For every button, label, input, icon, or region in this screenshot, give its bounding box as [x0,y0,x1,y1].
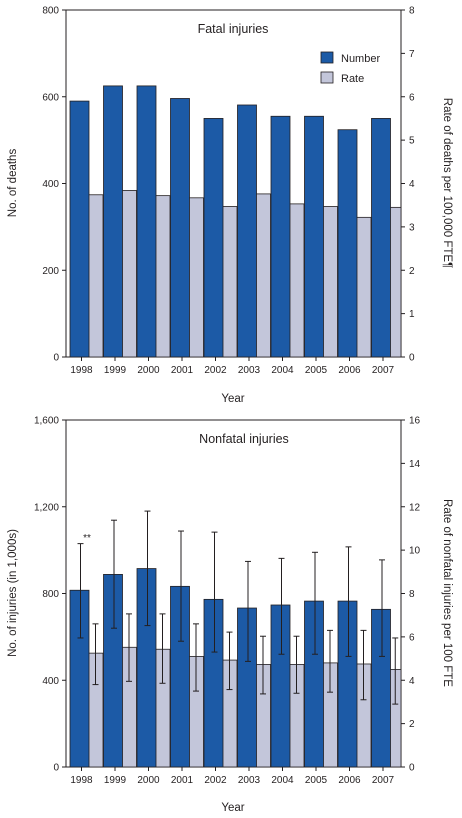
left-tick-label: 800 [42,6,59,17]
left-tick-label: 600 [42,92,59,103]
number-bar-2000 [136,85,157,358]
number-bar-2004 [270,115,291,358]
x-tick-label-2000: 2000 [137,365,160,376]
legend-number-label: Number [341,53,380,65]
fatal-injuries-chart: Fatal injuries 0 200 400 600 800 0 1 2 3 4 5 6 7 8 1… [7,6,453,406]
x-tick-label-2006: 2006 [338,775,361,786]
nonfatal-right-axis: 0 2 4 6 8 10 12 14 16 [401,416,421,774]
number-bar-2007 [371,118,391,358]
x-tick-label-2002: 2002 [204,775,227,786]
legend-rate-label: Rate [341,73,364,85]
fatal-bars [69,85,402,358]
right-tick-label: 6 [409,632,415,643]
fatal-right-axis-title: Rate of deaths per 100,000 FTE¶ [441,98,453,268]
right-tick-label: 7 [409,49,415,60]
x-tick-label-2006: 2006 [338,365,361,376]
right-tick-label: 6 [409,92,415,103]
left-tick-label: 1,200 [34,502,59,513]
x-tick-label-2004: 2004 [271,775,294,786]
number-bar-1999 [103,85,123,358]
fatal-x-axis-title: Year [221,393,244,405]
right-tick-label: 8 [409,6,415,17]
nonfatal-error-bars [77,510,399,705]
x-tick-label-2001: 2001 [171,775,194,786]
right-tick-label: 3 [409,222,415,233]
fatal-legend: Number Rate [320,51,380,85]
number-bar-2002 [203,598,224,768]
right-tick-label: 0 [409,353,415,364]
number-bar-2005 [304,115,324,358]
nonfatal-annotation: ** [83,533,91,544]
number-bar-2001 [170,98,190,358]
nonfatal-injuries-chart: Nonfatal injuries 0 400 800 1,200 1,600 0 2 4 6… [7,416,453,815]
right-tick-label: 4 [409,676,415,687]
nonfatal-x-axis-title: Year [221,802,244,814]
fatal-y-axis-title: No. of deaths [7,149,19,218]
x-tick-label-2001: 2001 [171,365,194,376]
x-tick-label-2007: 2007 [372,775,395,786]
number-bar-1998 [69,100,90,358]
fatal-x-axis: 1998 1999 2000 2001 2002 2003 2004 2005 2006 2007 [70,357,395,376]
nonfatal-left-axis: 0 400 800 1,200 1,600 [34,416,66,774]
right-tick-label: 1 [409,309,415,320]
x-tick-label-2003: 2003 [238,775,261,786]
number-bar-2006 [337,129,358,358]
number-bar-2005 [304,600,324,768]
x-tick-label-1998: 1998 [70,365,93,376]
fatal-left-axis: 0 200 400 600 800 [42,6,66,364]
legend-rate-swatch [320,71,334,84]
right-tick-label: 16 [409,416,421,427]
left-tick-label: 0 [53,763,59,774]
number-bar-2000 [136,568,157,768]
number-bar-1999 [103,574,123,768]
right-tick-label: 10 [409,546,421,557]
number-bar-2002 [203,118,224,358]
left-tick-label: 400 [42,179,59,190]
right-tick-label: 4 [409,179,415,190]
fatal-right-axis: 0 1 2 3 4 5 6 7 8 [401,6,415,364]
number-bar-2006 [337,600,358,768]
number-bar-2001 [170,585,190,768]
x-tick-label-1999: 1999 [104,365,127,376]
legend-number-swatch [320,51,334,64]
x-tick-label-1999: 1999 [104,775,127,786]
number-bar-2003 [237,104,257,358]
right-tick-label: 14 [409,459,421,470]
number-bar-2003 [237,607,257,768]
number-bar-2004 [270,604,291,768]
fatal-chart-title: Fatal injuries [198,22,269,36]
x-tick-label-2005: 2005 [305,775,328,786]
nonfatal-y-axis-title: No. of injuries (in 1,000s) [7,529,19,657]
left-tick-label: 400 [42,676,59,687]
x-tick-label-2002: 2002 [204,365,227,376]
right-tick-label: 8 [409,589,415,600]
x-tick-label-2003: 2003 [238,365,261,376]
nonfatal-x-axis: 1998 1999 2000 2001 2002 2003 2004 2005 2006 2007 [70,767,395,786]
x-tick-label-1998: 1998 [70,775,93,786]
right-tick-label: 2 [409,719,415,730]
x-tick-label-2000: 2000 [137,775,160,786]
number-bar-2007 [371,608,391,768]
right-tick-label: 2 [409,266,415,277]
left-tick-label: 0 [53,353,59,364]
number-bar-1998 [69,589,90,768]
left-tick-label: 200 [42,266,59,277]
x-tick-label-2005: 2005 [305,365,328,376]
nonfatal-bars [69,568,402,768]
right-tick-label: 0 [409,763,415,774]
left-tick-label: 800 [42,589,59,600]
x-tick-label-2007: 2007 [372,365,395,376]
left-tick-label: 1,600 [34,416,59,427]
right-tick-label: 12 [409,502,421,513]
x-tick-label-2004: 2004 [271,365,294,376]
nonfatal-chart-title: Nonfatal injuries [199,432,289,446]
nonfatal-right-axis-title: Rate of nonfatal injuries per 100 FTE [441,499,453,687]
right-tick-label: 5 [409,136,415,147]
